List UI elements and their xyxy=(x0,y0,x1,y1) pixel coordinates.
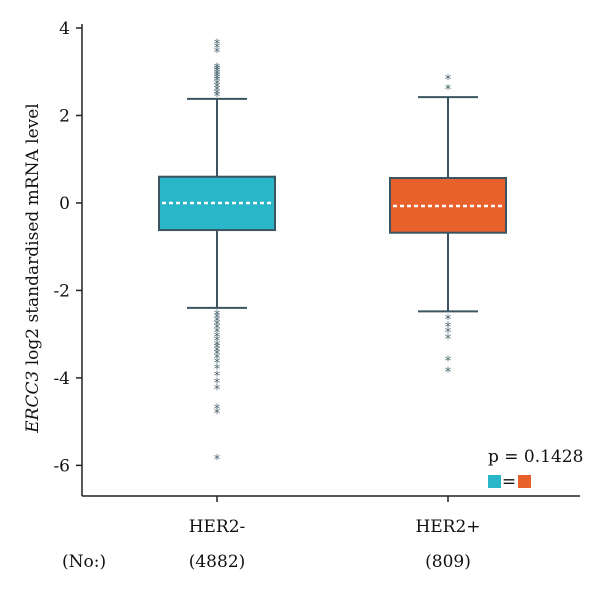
outlier-point: * xyxy=(214,330,221,345)
x-tick-label: HER2- xyxy=(189,517,246,537)
outlier-point: * xyxy=(214,312,221,327)
outlier-point: * xyxy=(214,66,221,81)
outlier-point: * xyxy=(445,365,452,380)
outlier-point: * xyxy=(214,403,221,418)
outlier-point: * xyxy=(214,376,221,391)
equality-legend: = xyxy=(488,472,531,492)
y-axis-label-gene: ERCC3 xyxy=(23,371,43,434)
outlier-point: * xyxy=(445,73,452,88)
x-tick-label: HER2+ xyxy=(415,517,480,537)
x-labels: HER2- (4882) HER2+ (809) (No:) xyxy=(62,496,481,572)
outlier-point: * xyxy=(214,37,221,52)
outlier-point: * xyxy=(214,345,221,360)
axes xyxy=(81,24,580,497)
outlier-point: * xyxy=(214,46,221,61)
outlier-point: * xyxy=(214,453,221,468)
outlier-point: * xyxy=(214,308,221,323)
y-tick-label: -6 xyxy=(53,456,70,476)
y-tick-label: 4 xyxy=(59,19,70,39)
counts-row-label: (No:) xyxy=(62,552,106,572)
count-label: (4882) xyxy=(189,552,246,572)
box-her2-pos: ******** xyxy=(389,73,507,380)
p-value-text: p = 0.1428 xyxy=(488,447,583,467)
outlier-point: * xyxy=(214,370,221,385)
outlier-point: * xyxy=(445,326,452,341)
count-label: (809) xyxy=(425,552,471,572)
outlier-point: * xyxy=(214,339,221,354)
outlier-point: * xyxy=(214,322,221,337)
outlier-point: * xyxy=(214,407,221,422)
outlier-point: * xyxy=(214,84,221,99)
y-axis-label: ERCC3 log2 standardised mRNA level xyxy=(23,103,43,433)
outlier-point: * xyxy=(214,78,221,93)
y-tick-label: 2 xyxy=(59,106,70,126)
outlier-point: * xyxy=(214,68,221,83)
outlier-point: * xyxy=(214,319,221,334)
outlier-point: * xyxy=(214,74,221,89)
outlier-point: * xyxy=(214,383,221,398)
outlier-point: * xyxy=(214,42,221,57)
outlier-point: * xyxy=(445,354,452,369)
outlier-point: * xyxy=(445,313,452,328)
outlier-point: * xyxy=(214,88,221,103)
y-tick-label: -2 xyxy=(53,281,70,301)
outlier-point: * xyxy=(214,72,221,87)
y-tick-label: 0 xyxy=(59,194,70,214)
y-axis-label-rest: log2 standardised mRNA level xyxy=(23,103,43,370)
outlier-point: * xyxy=(214,335,221,350)
outlier-point: * xyxy=(445,333,452,348)
outlier-point: * xyxy=(214,61,221,76)
y-ticks: 4 2 0 -2 -4 -6 xyxy=(53,19,82,476)
legend-swatch-her2-neg xyxy=(488,475,501,488)
outlier-point: * xyxy=(445,83,452,98)
outlier-point: * xyxy=(214,341,221,356)
y-tick-label: -4 xyxy=(53,369,70,389)
outlier-point: * xyxy=(214,326,221,341)
outlier-point: * xyxy=(214,70,221,85)
outlier-point: * xyxy=(214,348,221,363)
legend-equals-sign: = xyxy=(502,472,516,492)
outlier-point: * xyxy=(214,64,221,79)
outlier-point: * xyxy=(214,315,221,330)
legend-swatch-her2-pos xyxy=(518,475,531,488)
boxes: ****************************************… xyxy=(158,37,507,468)
box-her2-neg: ************************************ xyxy=(158,37,276,468)
outlier-point: * xyxy=(214,90,221,105)
outlier-point: * xyxy=(445,320,452,335)
outlier-point: * xyxy=(214,81,221,96)
outlier-point: * xyxy=(214,357,221,372)
outlier-point: * xyxy=(214,352,221,367)
outlier-point: * xyxy=(214,362,221,377)
